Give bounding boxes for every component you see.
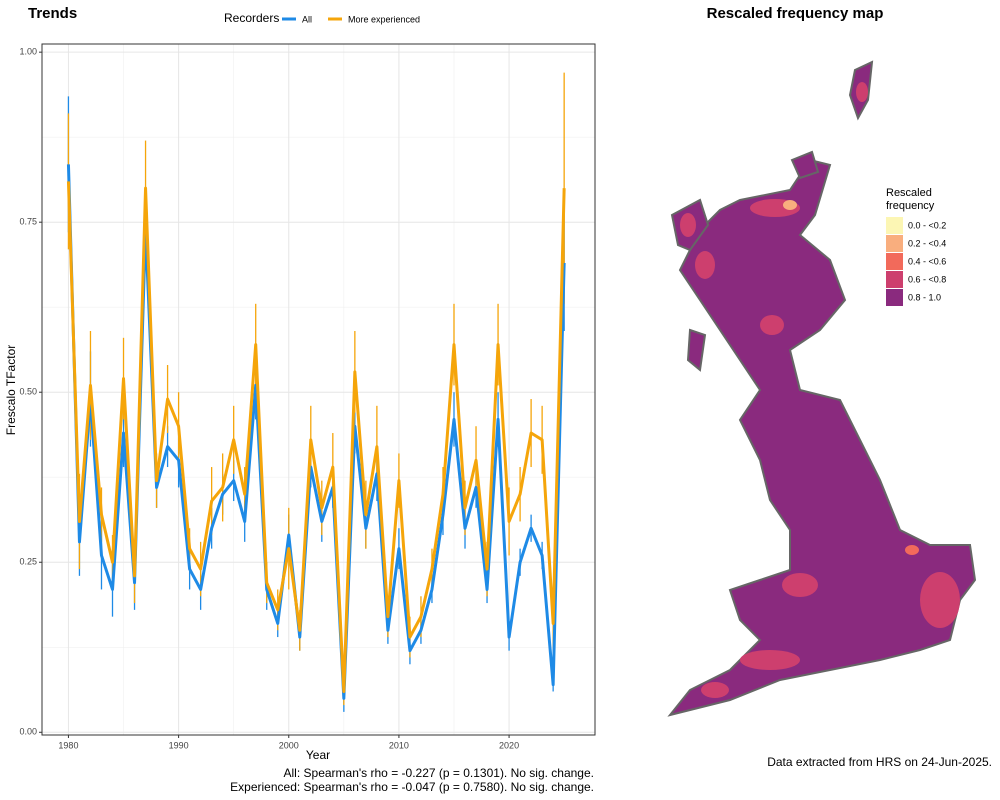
caption: Data extracted from HRS on 24-Jun-2025. (767, 755, 992, 769)
patch (782, 573, 818, 597)
y-axis-title: Frescalo TFactor (4, 345, 18, 435)
legend-label: More experienced (348, 14, 420, 24)
y-tick-label: 0.75 (19, 217, 37, 227)
island (686, 328, 707, 372)
plot-background (42, 44, 595, 735)
map-title: Rescaled frequency map (707, 5, 884, 22)
patch (905, 545, 919, 555)
legend-label: 0.0 - <0.2 (908, 220, 946, 230)
legend-swatch (886, 235, 903, 252)
patch (783, 200, 797, 210)
x-tick-label: 2010 (389, 740, 409, 750)
legend-label: 0.4 - <0.6 (908, 256, 946, 266)
x-tick-label: 2020 (499, 740, 519, 750)
legend-swatch (886, 289, 903, 306)
map-legend: 0.0 - <0.2 0.2 - <0.4 0.4 - <0.6 0.6 - <0.8… (886, 217, 946, 306)
legend-title: frequency (886, 200, 935, 212)
y-tick-label: 0.25 (19, 557, 37, 567)
plot-border (41, 43, 596, 736)
legend-label: 0.6 - <0.8 (908, 274, 946, 284)
x-tick-label: 1980 (58, 740, 78, 750)
patch (680, 213, 696, 237)
legend-swatch (886, 271, 903, 288)
x-tick-label: 1990 (169, 740, 189, 750)
legend-swatch (886, 253, 903, 270)
patch (740, 650, 800, 670)
legend-label: All (302, 14, 312, 24)
legend-label: 0.2 - <0.4 (908, 238, 946, 248)
legend-title: Recorders (224, 11, 279, 25)
y-tick-label: 1.00 (19, 47, 37, 57)
patch (701, 682, 729, 698)
patch (760, 315, 784, 335)
patch (695, 251, 715, 279)
x-tick-label: 2000 (279, 740, 299, 750)
footnote: All: Spearman's rho = -0.227 (p = 0.1301… (284, 766, 594, 780)
chart-title: Trends (28, 5, 77, 22)
y-tick-label: 0.00 (19, 727, 37, 737)
map: Rescaled frequency map Rescaled frequenc… (667, 5, 992, 769)
legend-label: 0.8 - 1.0 (908, 292, 941, 302)
island (790, 150, 820, 180)
legend-swatch (886, 217, 903, 234)
legend-title: Rescaled (886, 187, 932, 199)
footnote: Experienced: Spearman's rho = -0.047 (p … (230, 780, 594, 794)
land (667, 158, 977, 717)
x-axis-title: Year (306, 748, 330, 762)
series-line (66, 181, 566, 693)
patch (920, 572, 960, 628)
patch (856, 82, 868, 102)
y-tick-label: 0.50 (19, 387, 37, 397)
